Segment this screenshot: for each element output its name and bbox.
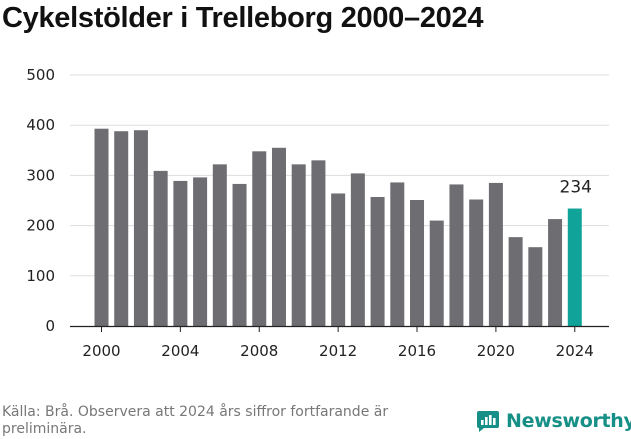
bar-2002 xyxy=(133,130,148,326)
newsworthy-logo-icon xyxy=(477,411,499,432)
bar-2011 xyxy=(311,160,326,326)
bar-2015 xyxy=(390,182,405,326)
bar-2007 xyxy=(232,183,247,326)
y-axis-ticks: 0 100 200 300 400 500 xyxy=(26,66,55,335)
bar-2004 xyxy=(173,180,188,326)
x-tick-label: 2008 xyxy=(240,342,278,360)
x-tick-label: 2016 xyxy=(398,342,436,360)
bar-2010 xyxy=(291,164,306,326)
x-tick-label: 2000 xyxy=(82,342,120,360)
bar-2020 xyxy=(488,182,503,326)
bar-2009 xyxy=(271,147,286,326)
bar-chart: 0 100 200 300 400 500 2000 2004 2008 2012 2016 202… xyxy=(26,66,609,360)
y-tick-label: 300 xyxy=(26,166,55,184)
y-tick-label: 0 xyxy=(45,317,55,335)
bar-2023 xyxy=(548,219,563,326)
bar-2022 xyxy=(528,247,543,326)
bar-2012 xyxy=(331,193,346,326)
bar-2000 xyxy=(94,128,109,326)
data-label-2024: 234 xyxy=(560,178,592,198)
data-labels: 234 xyxy=(560,178,592,198)
bars xyxy=(94,128,582,326)
bar-2018 xyxy=(449,184,464,326)
bar-2024 xyxy=(567,208,582,326)
bar-2003 xyxy=(153,170,168,326)
brand-name: Newsworthy xyxy=(506,410,631,432)
bar-2006 xyxy=(212,164,227,326)
bar-2021 xyxy=(508,237,523,326)
y-tick-label: 400 xyxy=(26,116,55,134)
bar-2008 xyxy=(252,151,267,326)
bar-2016 xyxy=(410,199,425,326)
bar-2014 xyxy=(370,196,385,326)
newsworthy-brand[interactable]: Newsworthy xyxy=(476,409,631,433)
source-note: Källa: Brå. Observera att 2024 års siffr… xyxy=(2,404,389,437)
bar-2001 xyxy=(114,131,129,326)
y-tick-label: 500 xyxy=(26,66,55,84)
x-tick-label: 2004 xyxy=(161,342,199,360)
bar-2005 xyxy=(193,177,208,326)
y-tick-label: 100 xyxy=(26,267,55,285)
chart-title: Cykelstölder i Trelleborg 2000–2024 xyxy=(2,2,484,34)
x-tick-label: 2020 xyxy=(477,342,515,360)
x-tick-label: 2024 xyxy=(556,342,594,360)
x-axis-ticks: 2000 2004 2008 2012 2016 2020 2024 xyxy=(82,327,594,360)
y-tick-label: 200 xyxy=(26,217,55,235)
bar-2013 xyxy=(350,173,365,326)
bar-2017 xyxy=(429,220,444,326)
bar-2019 xyxy=(469,199,484,326)
x-tick-label: 2012 xyxy=(319,342,357,360)
